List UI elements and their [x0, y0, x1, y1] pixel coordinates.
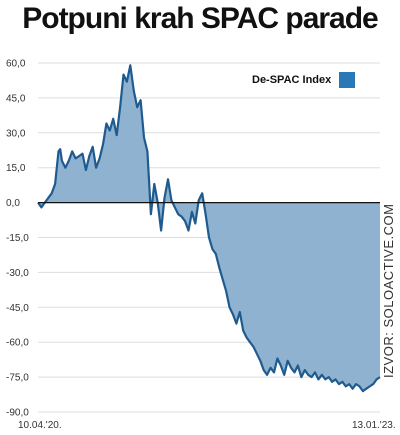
x-tick-start: 10.04.'20. — [18, 420, 62, 431]
y-tick-label: 15,0 — [6, 163, 26, 174]
x-tick-end: 13.01.'23. — [352, 420, 396, 431]
y-tick-label: -90,0 — [6, 408, 29, 419]
y-tick-label: 60,0 — [6, 59, 26, 70]
chart-title: Potpuni krah SPAC parade — [22, 2, 379, 35]
legend-label: De-SPAC Index — [252, 74, 332, 86]
series-area — [38, 65, 380, 392]
y-tick-label: 0,0 — [6, 198, 20, 209]
y-tick-label: -75,0 — [6, 373, 29, 384]
y-tick-label: -15,0 — [6, 233, 29, 244]
y-tick-label: 45,0 — [6, 93, 26, 104]
series-line — [37, 64, 381, 393]
legend: De-SPAC Index — [252, 72, 355, 88]
y-axis: 60,0 45,0 30,0 15,0 0,0 -15,0 -30,0 -45,0 -60,0 -… — [6, 59, 29, 419]
series-layer — [37, 64, 381, 393]
y-tick-label: 30,0 — [6, 128, 26, 139]
x-axis: 10.04.'20. 13.01.'23. — [18, 420, 396, 431]
y-tick-label: -60,0 — [6, 338, 29, 349]
legend-swatch — [339, 72, 355, 88]
y-tick-label: -30,0 — [6, 268, 29, 279]
source-label: IZVOR: SOLOACTIVE.COM — [381, 204, 396, 378]
y-tick-label: -45,0 — [6, 303, 29, 314]
